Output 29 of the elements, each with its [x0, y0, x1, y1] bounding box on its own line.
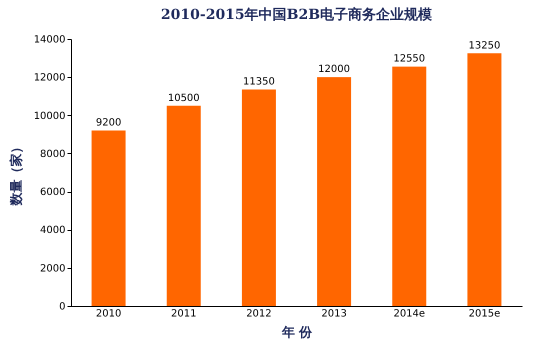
x-tick-label: 2014e — [393, 308, 426, 320]
y-axis-title: 数量（家） — [8, 140, 24, 206]
data-label: 13250 — [468, 40, 500, 52]
y-tick-label: 8000 — [40, 148, 66, 160]
data-label: 12550 — [393, 54, 426, 65]
bar — [392, 66, 426, 306]
chart-title: 2010-2015年中国B2B电子商务企业规模 — [160, 6, 434, 23]
y-tick-label: 12000 — [34, 72, 66, 84]
x-tick-label: 2012 — [246, 308, 272, 320]
bar — [317, 77, 352, 306]
bar — [467, 53, 502, 306]
y-tick-label: 2000 — [40, 263, 66, 274]
y-tick-label: 4000 — [40, 225, 66, 236]
bar — [92, 130, 126, 306]
bar — [166, 106, 201, 306]
y-tick-label: 6000 — [40, 187, 66, 198]
x-tick-label: 2015e — [468, 308, 500, 320]
y-tick-label: 0 — [59, 302, 66, 312]
y-tick-label: 14000 — [34, 34, 66, 46]
x-axis-title: 年 份 — [281, 324, 313, 340]
y-tick-label: 10000 — [34, 110, 66, 122]
data-label: 9200 — [96, 118, 122, 129]
data-label: 12000 — [318, 64, 350, 76]
x-tick-label: 2010 — [96, 308, 122, 320]
x-tick-label: 2011 — [171, 308, 196, 320]
data-label: 10500 — [168, 92, 200, 104]
bar — [242, 90, 276, 306]
x-tick-label: 2013 — [321, 308, 347, 320]
data-label: 11350 — [243, 76, 275, 88]
